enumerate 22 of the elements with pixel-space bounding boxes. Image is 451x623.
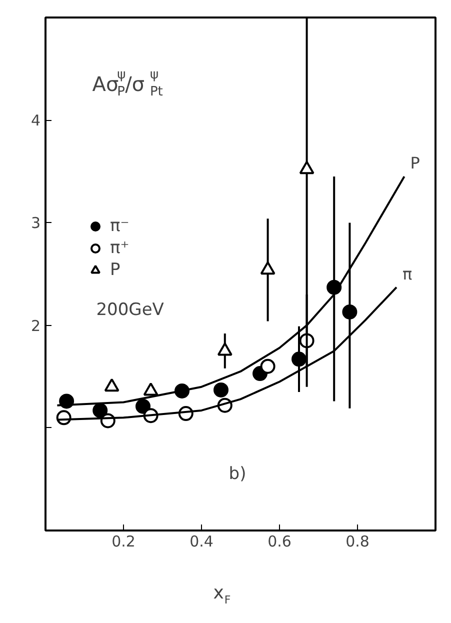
- y-tick-label: 4: [30, 112, 41, 130]
- legend-label: π⁺: [110, 238, 130, 258]
- point: [260, 261, 276, 275]
- point: [342, 304, 358, 320]
- annotation: b): [228, 464, 246, 484]
- x-tick-label: 0.6: [268, 532, 292, 550]
- point: [260, 358, 276, 374]
- legend-label: π⁻: [110, 216, 130, 236]
- y-tick-label: 3: [30, 214, 41, 232]
- series-label: π: [402, 264, 412, 284]
- point: [136, 398, 150, 414]
- legend-label: P: [110, 260, 122, 280]
- series-label: P: [410, 154, 420, 173]
- point: [299, 160, 314, 174]
- x-tick-label: 0.8: [346, 532, 370, 550]
- annotation: 200GeV: [96, 300, 164, 320]
- point: [292, 352, 306, 367]
- point: [92, 402, 108, 418]
- x-tick-label: 0.4: [190, 532, 214, 550]
- y-tick-label: 2: [30, 316, 41, 335]
- point: [214, 382, 228, 398]
- x-tick-label: 0.2: [112, 532, 136, 550]
